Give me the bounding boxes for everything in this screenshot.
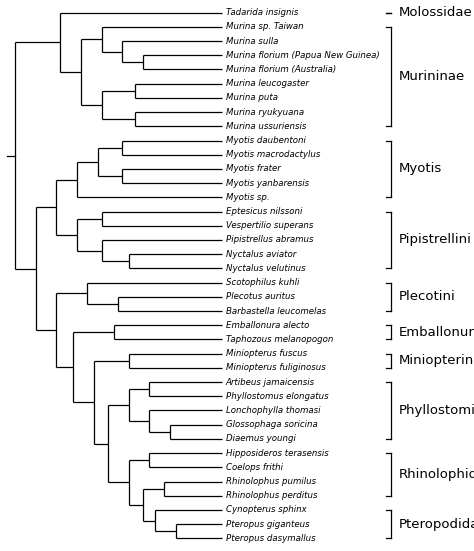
Text: Eptesicus nilssoni: Eptesicus nilssoni [226,207,302,216]
Text: Cynopterus sphinx: Cynopterus sphinx [226,505,306,515]
Text: Rhinolophus pumilus: Rhinolophus pumilus [226,477,316,486]
Text: Lonchophylla thomasi: Lonchophylla thomasi [226,406,320,415]
Text: Glossophaga soricina: Glossophaga soricina [226,420,318,429]
Text: Molossidae: Molossidae [399,6,473,19]
Text: Plecotus auritus: Plecotus auritus [226,293,295,301]
Text: Barbastella leucomelas: Barbastella leucomelas [226,306,326,316]
Text: Myotis macrodactylus: Myotis macrodactylus [226,150,320,159]
Text: Nyctalus velutinus: Nyctalus velutinus [226,264,305,273]
Text: Murina florium (Papua New Guinea): Murina florium (Papua New Guinea) [226,51,379,60]
Text: Murina puta: Murina puta [226,93,278,102]
Text: Tadarida insignis: Tadarida insignis [226,8,298,17]
Text: Murina ryukyuana: Murina ryukyuana [226,107,304,117]
Text: Coelops frithi: Coelops frithi [226,463,283,472]
Text: Pteropus dasymallus: Pteropus dasymallus [226,534,315,543]
Text: Murininae: Murininae [399,70,465,83]
Text: Myotis sp.: Myotis sp. [226,193,269,202]
Text: Pteropus giganteus: Pteropus giganteus [226,520,309,528]
Text: Hipposideros terasensis: Hipposideros terasensis [226,449,328,458]
Text: Murina florium (Australia): Murina florium (Australia) [226,65,336,74]
Text: Murina ussuriensis: Murina ussuriensis [226,122,306,131]
Text: Emballonuridae: Emballonuridae [399,326,474,339]
Text: Myotis frater: Myotis frater [226,164,281,174]
Text: Vespertilio superans: Vespertilio superans [226,222,313,230]
Text: Miniopterus fuscus: Miniopterus fuscus [226,349,307,358]
Text: Murina sulla: Murina sulla [226,36,278,46]
Text: Rhinolophidae: Rhinolophidae [399,468,474,481]
Text: Plecotini: Plecotini [399,290,456,303]
Text: Pteropodidae: Pteropodidae [399,518,474,531]
Text: Phyllostomidae: Phyllostomidae [399,404,474,417]
Text: Miniopterinae: Miniopterinae [399,354,474,368]
Text: Diaemus youngi: Diaemus youngi [226,434,295,444]
Text: Murina sp. Taiwan: Murina sp. Taiwan [226,23,303,31]
Text: Rhinolophus perditus: Rhinolophus perditus [226,491,317,500]
Text: Taphozous melanopogon: Taphozous melanopogon [226,335,333,344]
Text: Emballonura alecto: Emballonura alecto [226,321,309,329]
Text: Artibeus jamaicensis: Artibeus jamaicensis [226,377,315,387]
Text: Miniopterus fuliginosus: Miniopterus fuliginosus [226,363,325,372]
Text: Scotophilus kuhli: Scotophilus kuhli [226,278,299,287]
Text: Phyllostomus elongatus: Phyllostomus elongatus [226,392,328,401]
Text: Murina leucogaster: Murina leucogaster [226,79,309,88]
Text: Nyctalus aviator: Nyctalus aviator [226,250,296,258]
Text: Pipistrellini: Pipistrellini [399,234,472,246]
Text: Myotis yanbarensis: Myotis yanbarensis [226,179,309,188]
Text: Pipistrellus abramus: Pipistrellus abramus [226,235,313,245]
Text: Myotis daubentoni: Myotis daubentoni [226,136,306,145]
Text: Myotis: Myotis [399,163,442,175]
